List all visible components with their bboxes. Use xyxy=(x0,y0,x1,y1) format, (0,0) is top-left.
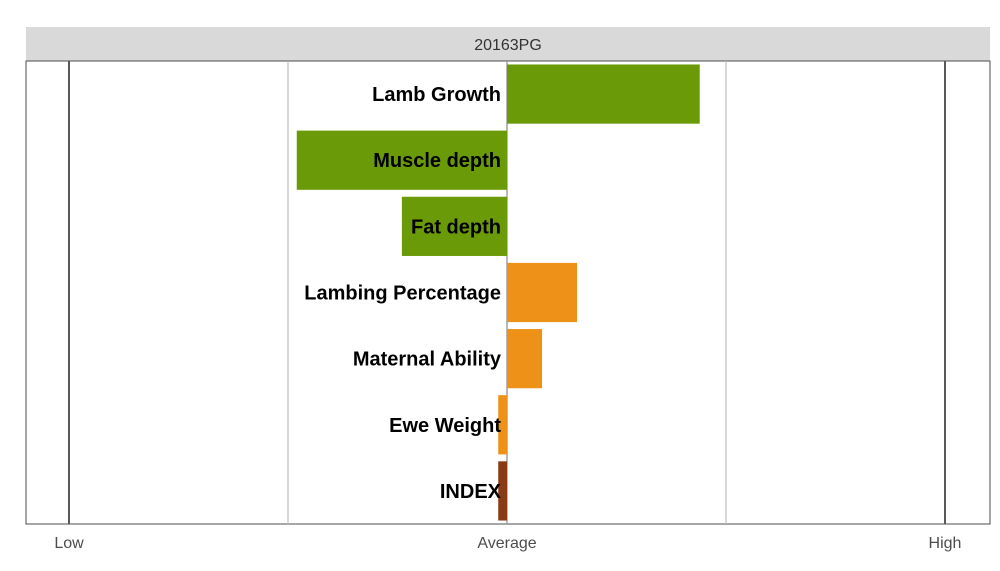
bar-labels: Lamb Growth Muscle depth Fat depth Lambing … xyxy=(304,84,502,503)
bar-label-muscle-depth: Muscle depth xyxy=(373,150,501,172)
x-tick-label-low: Low xyxy=(54,535,84,552)
x-axis-tick-labels: Low Average High xyxy=(54,535,961,552)
x-tick-label-average: Average xyxy=(477,535,536,552)
bar-fat-depth xyxy=(401,196,507,256)
bar-muscle-depth xyxy=(296,130,507,190)
x-tick-label-high: High xyxy=(929,535,962,552)
chart-title: 20163PG xyxy=(474,37,542,54)
bar-ewe-weight xyxy=(498,395,507,455)
bar-label-index: INDEX xyxy=(440,481,502,503)
bar-label-fat-depth: Fat depth xyxy=(411,216,501,238)
bar-label-maternal-ability: Maternal Ability xyxy=(353,349,502,371)
strip-background xyxy=(26,27,990,61)
bar-label-ewe-weight: Ewe Weight xyxy=(389,415,501,437)
bar-lambing-percentage xyxy=(507,262,578,323)
bar-label-lamb-growth: Lamb Growth xyxy=(372,84,501,106)
bar-lamb-growth xyxy=(507,64,700,124)
bar-maternal-ability xyxy=(507,329,543,389)
bar-index xyxy=(498,461,507,521)
bar-label-lambing-percentage: Lambing Percentage xyxy=(304,283,501,305)
bars xyxy=(296,64,700,521)
